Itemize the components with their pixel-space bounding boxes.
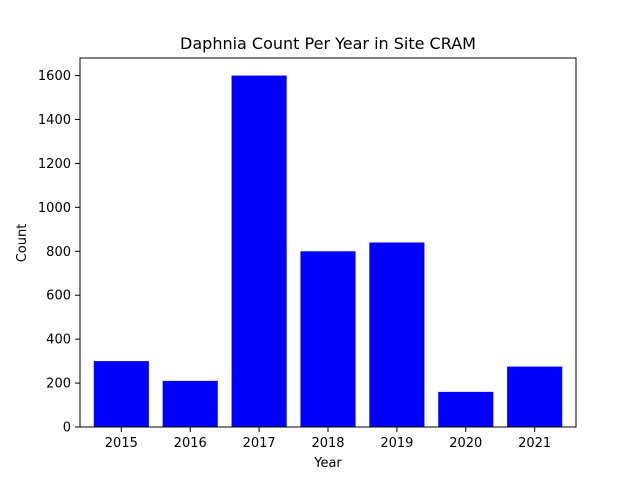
bar-2018	[300, 251, 356, 427]
y-tick-label: 200	[46, 377, 71, 392]
y-tick-label: 400	[46, 333, 71, 348]
x-tick-label: 2020	[449, 436, 482, 451]
y-axis-label: Count	[15, 224, 30, 263]
x-axis: 2015 2016 2017 2018 2019 2020 2021	[105, 427, 551, 451]
x-tick-label: 2018	[311, 436, 344, 451]
bar-2017	[231, 75, 287, 428]
x-tick-label: 2019	[380, 436, 413, 451]
bar-2021	[507, 366, 563, 427]
y-tick-label: 1400	[38, 113, 71, 128]
bar-group	[93, 75, 563, 428]
bar-2019	[369, 242, 425, 427]
x-tick-label: 2021	[518, 436, 551, 451]
y-tick-label: 1600	[38, 69, 71, 84]
y-tick-label: 600	[46, 289, 71, 304]
bar-2016	[162, 380, 218, 427]
y-axis: 0 200 400 600 800 1000 1200 1400 1600	[38, 69, 80, 436]
chart-title: Daphnia Count Per Year in Site CRAM	[180, 34, 476, 53]
bar-2015	[93, 361, 149, 427]
bar-2020	[438, 391, 494, 427]
x-axis-label: Year	[313, 456, 342, 471]
y-tick-label: 800	[46, 245, 71, 260]
y-tick-label: 1000	[38, 201, 71, 216]
x-tick-label: 2015	[105, 436, 138, 451]
x-tick-label: 2016	[174, 436, 207, 451]
y-tick-label: 0	[63, 421, 71, 436]
x-tick-label: 2017	[243, 436, 276, 451]
y-tick-label: 1200	[38, 157, 71, 172]
